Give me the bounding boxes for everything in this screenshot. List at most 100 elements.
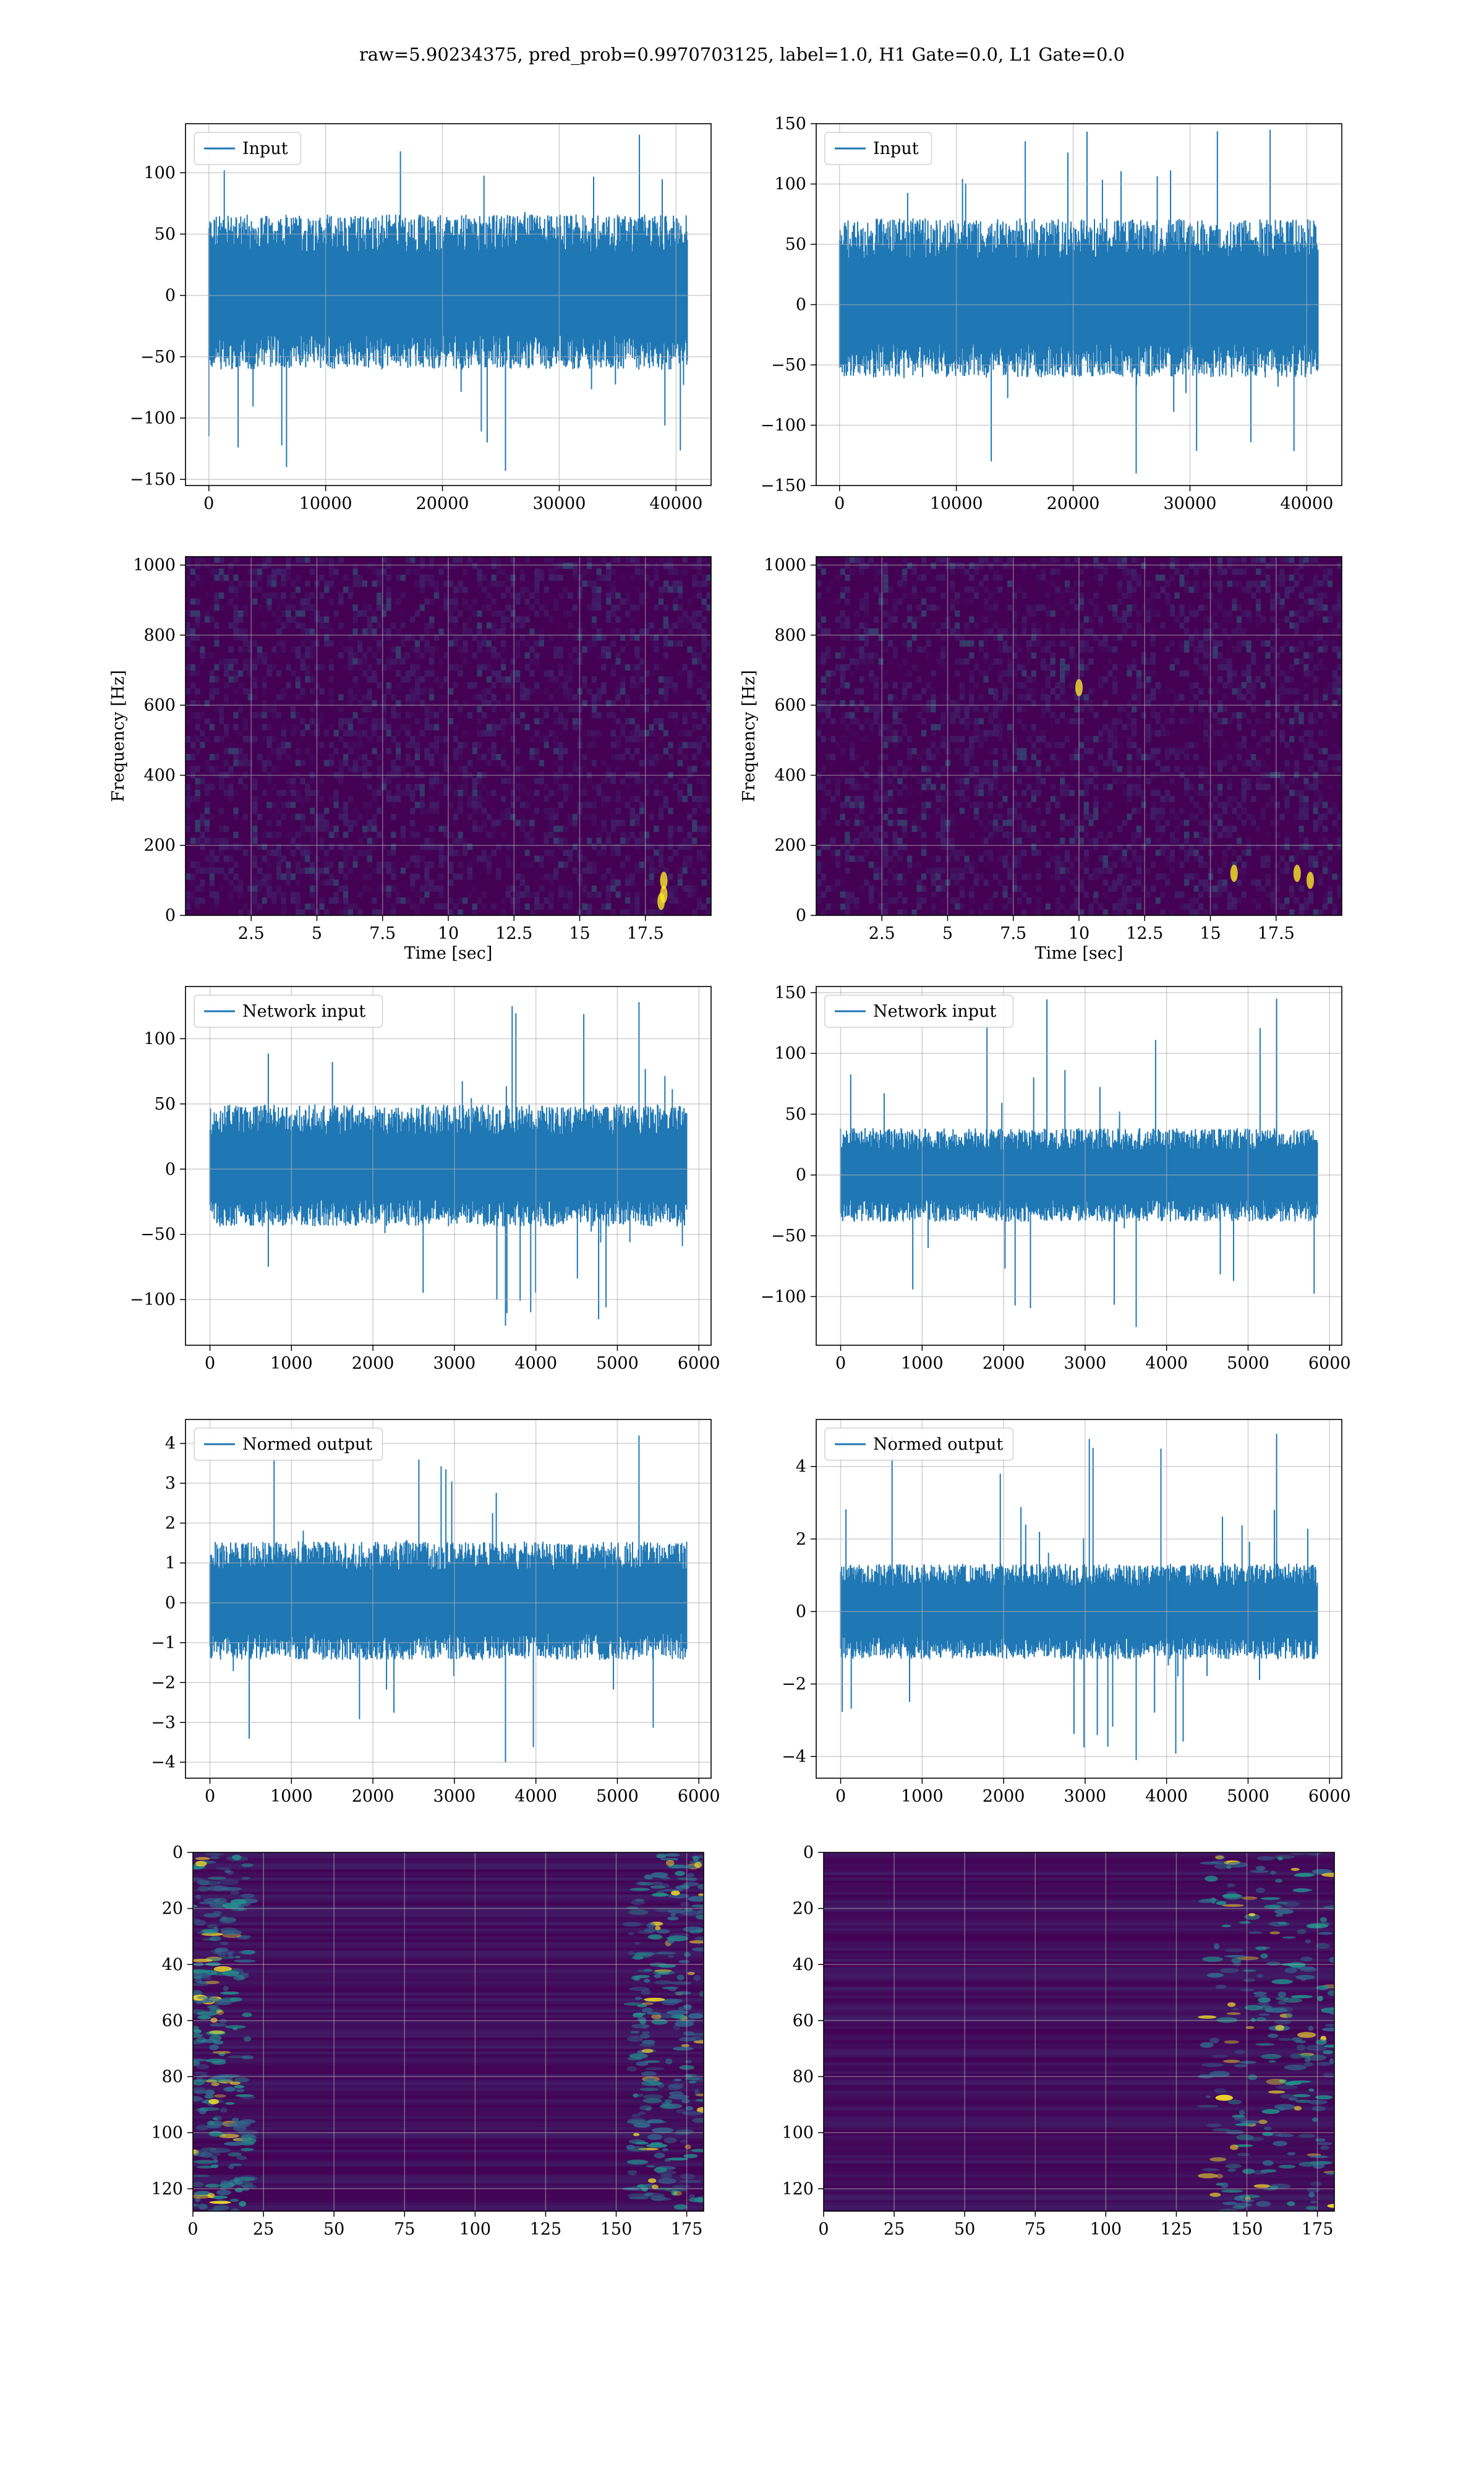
y-tick-label: 0	[165, 1593, 176, 1612]
x-tick-label: 3000	[1064, 1787, 1107, 1806]
subplot-feature-map-h1: 0 25 50 75 100 125 150 175 0 20 40 60 80 100 120	[151, 1843, 704, 2239]
y-tick-label: 120	[782, 2180, 814, 2199]
y-tick-label: 800	[774, 626, 806, 645]
x-tick-label: 25	[253, 2220, 274, 2239]
x-tick-label: 2.5	[238, 924, 265, 943]
y-tick-label: −50	[771, 1226, 806, 1246]
plot-area	[186, 124, 711, 486]
y-tick-label: 60	[793, 2011, 814, 2031]
x-tick-label: 10	[438, 924, 459, 943]
spectrogram-hot-spot	[1230, 865, 1238, 883]
x-tick-label: 5000	[596, 1354, 639, 1373]
x-tick-label: 150	[600, 2220, 633, 2239]
x-tick-label: 5	[312, 924, 322, 943]
y-tick-label: 400	[774, 766, 806, 785]
y-tick-label: −4	[782, 1747, 806, 1766]
y-tick-label: 40	[793, 1955, 814, 1974]
x-tick-label: 40000	[1280, 494, 1333, 513]
axes-frame	[816, 986, 1342, 1346]
y-tick-label: 40	[162, 1955, 183, 1974]
x-tick-label: 10000	[299, 494, 352, 513]
y-tick-label: 0	[803, 1843, 814, 1862]
x-tick-label: 20000	[1047, 494, 1100, 513]
y-tick-label: 80	[793, 2068, 814, 2087]
x-tick-label: 50	[323, 2220, 344, 2239]
y-tick-label: 800	[143, 626, 176, 645]
series-line	[208, 134, 688, 471]
y-tick-label: 100	[774, 1044, 806, 1063]
x-tick-label: 15	[1200, 924, 1221, 943]
x-tick-label: 6000	[1308, 1354, 1351, 1373]
series-line	[209, 1435, 688, 1763]
axes-frame	[185, 1419, 712, 1779]
plot-area	[816, 557, 1342, 915]
x-tick-label: 0	[818, 2220, 829, 2239]
x-tick-label: 0	[835, 1787, 846, 1806]
y-tick-label: 0	[165, 286, 176, 306]
legend-label: Normed output	[242, 1435, 372, 1454]
x-tick-label: 2000	[983, 1354, 1025, 1373]
y-tick-label: −150	[761, 476, 806, 495]
y-tick-label: 150	[774, 114, 806, 134]
x-tick-label: 5000	[596, 1787, 639, 1806]
spectrogram-hot-spot	[1307, 871, 1314, 889]
heatmap-background	[824, 1852, 1334, 2211]
x-tick-label: 150	[1231, 2220, 1263, 2239]
x-tick-label: 2000	[983, 1787, 1025, 1806]
x-tick-label: 3000	[1064, 1354, 1107, 1373]
y-tick-label: −2	[151, 1673, 176, 1692]
subplot-network-input-h1: 0 1000 2000 3000 4000 5000 6000 −100 −50 0 50 100 Ne…	[130, 986, 720, 1373]
series-line	[840, 1434, 1318, 1760]
y-tick-label: −4	[151, 1753, 176, 1772]
x-tick-label: 125	[530, 2220, 562, 2239]
x-tick-label: 0	[187, 2220, 198, 2239]
x-axis-label: Time [sec]	[1035, 944, 1124, 963]
y-tick-label: 600	[143, 696, 176, 715]
subplot-normed-output-l1: 0 1000 2000 3000 4000 5000 6000 −4 −2 0 2 4 Normed o…	[782, 1419, 1351, 1806]
subplot-grid: 0 10000 20000 30000 40000−150−100−50050100In…	[109, 114, 1351, 2239]
x-tick-label: 75	[1025, 2220, 1046, 2239]
x-tick-label: 5000	[1227, 1354, 1269, 1373]
y-tick-label: −100	[761, 1287, 806, 1306]
legend: Normed output	[194, 1427, 383, 1461]
x-tick-label: 10	[1068, 924, 1090, 943]
x-tick-label: 2000	[352, 1787, 394, 1806]
x-tick-label: 3000	[433, 1787, 476, 1806]
y-tick-label: 50	[785, 1105, 806, 1124]
y-tick-label: 4	[165, 1434, 176, 1453]
y-tick-label: 0	[796, 1603, 806, 1622]
x-tick-label: 4000	[1145, 1787, 1188, 1806]
y-tick-label: 0	[796, 296, 806, 315]
axes-frame	[192, 1852, 704, 2212]
x-tick-label: 12.5	[1126, 924, 1163, 943]
series-line	[838, 129, 1319, 474]
y-tick-label: −2	[782, 1675, 806, 1694]
y-tick-label: −100	[761, 416, 806, 435]
x-tick-label: 175	[1302, 2220, 1334, 2239]
y-tick-label: −50	[140, 1225, 176, 1244]
spectrogram-hot-spot	[657, 892, 665, 910]
y-tick-label: 1	[165, 1554, 176, 1573]
axes-frame	[185, 986, 712, 1346]
x-tick-label: 0	[205, 1354, 215, 1373]
y-tick-label: −150	[130, 470, 176, 489]
x-tick-label: 3000	[433, 1354, 476, 1373]
y-tick-label: 0	[796, 906, 806, 925]
x-tick-label: 1000	[901, 1787, 944, 1806]
y-tick-label: 0	[796, 1166, 806, 1185]
plot-area	[186, 1419, 711, 1778]
y-tick-label: 20	[162, 1899, 183, 1919]
x-tick-label: 4000	[514, 1354, 557, 1373]
y-tick-label: −3	[151, 1713, 176, 1732]
x-tick-label: 15	[569, 924, 590, 943]
y-tick-label: 50	[785, 235, 806, 254]
y-axis-label: Frequency [Hz]	[740, 670, 759, 802]
y-tick-label: 50	[155, 1095, 176, 1114]
subplot-input-l1: 0 10000 20000 30000 40000 −150 −100 −50 0 50 100 15…	[761, 114, 1342, 513]
subplot-normed-output-h1: 0 1000 2000 3000 4000 5000 6000 −4 −3 −2 −1 0 1 2 3 4 No…	[151, 1419, 720, 1806]
x-tick-label: 1000	[270, 1787, 313, 1806]
y-tick-label: 50	[155, 225, 176, 244]
x-tick-label: 0	[205, 1787, 215, 1806]
subplot-spectrogram-h1: 2.5 5 7.5 10 12.5 15 17.5 0 200 400 600 800 1000 Time…	[109, 556, 712, 963]
x-tick-label: 5000	[1227, 1787, 1269, 1806]
